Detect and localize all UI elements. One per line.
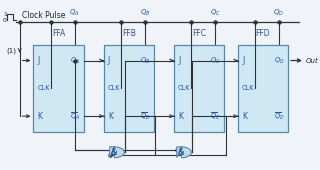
Polygon shape [110, 147, 124, 158]
FancyBboxPatch shape [174, 45, 224, 132]
Text: J: J [38, 56, 40, 65]
Text: FFB: FFB [122, 29, 136, 38]
Text: J: J [242, 56, 244, 65]
Text: Out: Out [306, 57, 318, 64]
Text: CLK: CLK [242, 85, 254, 91]
Text: $Q_D$: $Q_D$ [274, 55, 284, 66]
FancyBboxPatch shape [33, 45, 84, 132]
Text: CLK: CLK [108, 85, 120, 91]
Text: Clock Pulse: Clock Pulse [22, 11, 66, 20]
FancyBboxPatch shape [238, 45, 288, 132]
Text: K: K [38, 112, 43, 121]
Text: J: J [108, 56, 110, 65]
Text: K: K [178, 112, 183, 121]
Text: $Q_C$: $Q_C$ [210, 55, 220, 66]
Text: FFC: FFC [192, 29, 206, 38]
Text: J: J [178, 56, 180, 65]
Text: $\overline{Q}_B$: $\overline{Q}_B$ [140, 110, 150, 122]
Text: $\overline{Q}_C$: $\overline{Q}_C$ [210, 110, 220, 122]
Text: $Q_D$: $Q_D$ [274, 8, 284, 18]
Text: &: & [110, 148, 117, 157]
Text: $Q_B$: $Q_B$ [140, 55, 150, 66]
Text: (1): (1) [7, 47, 17, 54]
Text: CLK: CLK [38, 85, 50, 91]
Text: $Q_B$: $Q_B$ [140, 8, 150, 18]
Text: FFD: FFD [256, 29, 270, 38]
Text: FFA: FFA [52, 29, 65, 38]
Text: $\overline{Q}_A$: $\overline{Q}_A$ [70, 110, 80, 122]
Text: $Q_C$: $Q_C$ [210, 8, 220, 18]
Polygon shape [177, 147, 191, 158]
FancyBboxPatch shape [104, 45, 154, 132]
Text: K: K [242, 112, 247, 121]
Text: CLK: CLK [178, 85, 190, 91]
Text: $Q_A$: $Q_A$ [69, 8, 80, 18]
Text: K: K [108, 112, 113, 121]
Text: 1: 1 [3, 12, 7, 17]
Text: $Q_A$: $Q_A$ [70, 55, 80, 66]
Text: 0: 0 [3, 18, 7, 23]
Text: &: & [178, 148, 184, 157]
Text: $\overline{Q}_D$: $\overline{Q}_D$ [274, 110, 284, 122]
